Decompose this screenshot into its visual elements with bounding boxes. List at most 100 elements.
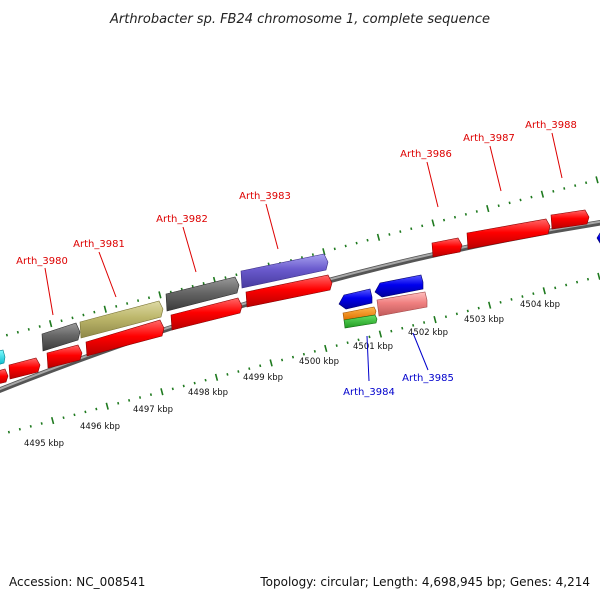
kbp-label: 4496 kbp — [80, 422, 120, 432]
ruler-tick — [423, 321, 426, 324]
gene-label-arth-3988[interactable]: Arth_3988 — [525, 120, 577, 131]
ruler-tick — [554, 286, 557, 290]
ruler-tick — [60, 319, 63, 323]
gene-arrow-red[interactable] — [431, 237, 463, 258]
gene-label-arth-3987[interactable]: Arth_3987 — [463, 133, 515, 144]
ruler-tick — [193, 381, 196, 385]
ruler-tick — [574, 184, 577, 187]
gene-arrow-red[interactable] — [245, 274, 333, 308]
ruler-tick — [103, 305, 107, 313]
kbp-label: 4501 kbp — [353, 342, 393, 352]
ruler-tick — [552, 189, 555, 193]
ruler-tick — [412, 324, 415, 327]
ruler-tick — [521, 295, 524, 298]
ruler-tick — [82, 313, 85, 317]
gene-arrow-gray[interactable] — [165, 276, 240, 312]
leader-line — [551, 132, 563, 179]
ruler-tick — [433, 316, 437, 324]
gene-label-arth-3985[interactable]: Arth_3985 — [402, 373, 454, 384]
ruler-tick — [84, 410, 87, 414]
kbp-label: 4502 kbp — [408, 328, 448, 338]
gene-arrow-red[interactable] — [170, 297, 243, 331]
ruler-tick — [453, 215, 457, 219]
ruler-tick — [324, 344, 328, 353]
ruler-tick — [73, 413, 76, 417]
ruler-tick — [333, 247, 336, 251]
gene-label-arth-3986[interactable]: Arth_3986 — [400, 149, 452, 160]
gene-arrow-pink[interactable] — [376, 291, 428, 317]
ruler-tick — [466, 309, 469, 313]
gene-arrow-blue[interactable] — [374, 274, 424, 298]
ruler-tick — [431, 219, 435, 227]
map-title: Arthrobacter sp. FB24 chromosome 1, comp… — [109, 12, 490, 27]
gene-label-arth-3982[interactable]: Arth_3982 — [156, 214, 208, 225]
ruler-tick — [464, 212, 467, 216]
ruler-tick — [237, 370, 240, 373]
ruler-tick — [191, 284, 194, 288]
gene-label-arth-3980[interactable]: Arth_3980 — [16, 256, 68, 267]
leader-line — [44, 267, 54, 316]
gene-label-arth-3983[interactable]: Arth_3983 — [239, 191, 291, 202]
gene-label-arth-3984[interactable]: Arth_3984 — [343, 387, 395, 398]
ruler-tick — [565, 283, 568, 287]
plus-strand-genes-row1 — [0, 209, 590, 385]
ruler-tick — [410, 227, 413, 231]
ruler-tick — [376, 233, 381, 241]
accession-text: Accession: NC_008541 — [9, 575, 145, 589]
ruler-tick — [421, 224, 424, 228]
kbp-labels: 4495 kbp 4496 kbp 4497 kbp 4498 kbp 4499… — [24, 300, 560, 449]
gene-arrow-green[interactable] — [343, 314, 378, 329]
gene-arrow-red[interactable] — [0, 368, 9, 385]
ruler-tick — [313, 349, 316, 353]
ruler-tick — [204, 378, 207, 382]
gene-arrow-red[interactable] — [550, 209, 590, 230]
ruler-tick — [346, 341, 349, 345]
ruler-tick — [399, 230, 402, 233]
ruler-tick — [50, 416, 55, 425]
gene-arrow-gray[interactable] — [41, 322, 81, 352]
ruler-tick — [510, 298, 513, 301]
ruler-tick — [71, 316, 74, 320]
kbp-label: 4497 kbp — [133, 405, 173, 415]
gene-arrow-blue[interactable] — [596, 232, 600, 244]
ruler-tick — [5, 333, 9, 337]
kbp-label: 4498 kbp — [188, 388, 228, 398]
ruler-tick — [532, 292, 535, 296]
ruler-tick — [117, 401, 120, 405]
gene-arrow-khaki[interactable] — [79, 300, 164, 339]
ruler-tick — [586, 277, 590, 281]
ruler-tick — [530, 195, 533, 199]
ruler-tick — [38, 325, 41, 328]
ruler-tick — [487, 301, 492, 309]
gene-arrow-red[interactable] — [8, 357, 41, 380]
ruler-tick — [302, 352, 305, 356]
gene-arrow-red[interactable] — [46, 344, 83, 369]
gene-arrow-orange[interactable] — [342, 306, 377, 321]
ruler-tick — [499, 300, 502, 304]
ruler-tick — [595, 176, 599, 184]
gene-arrow-purple[interactable] — [240, 253, 329, 289]
ruler-tick — [355, 241, 358, 245]
gene-arrow-red[interactable] — [85, 319, 165, 357]
gene-label-arth-3981[interactable]: Arth_3981 — [73, 239, 125, 250]
gene-arrow-red[interactable] — [466, 218, 551, 250]
ruler-tick — [519, 198, 522, 202]
ruler-tick — [477, 306, 480, 310]
leader-line — [426, 161, 439, 208]
ruler-tick — [455, 312, 458, 316]
ruler-tick — [214, 373, 219, 381]
ruler-tick — [335, 344, 338, 347]
minus-strand-ruler — [7, 272, 600, 434]
leader-line — [366, 335, 370, 382]
gene-arrow-cyan[interactable] — [0, 349, 6, 366]
ruler-tick — [224, 276, 227, 279]
ruler-tick — [171, 387, 174, 391]
ruler-tick — [475, 210, 478, 213]
topology-text: Topology: circular; Length: 4,698,945 bp… — [259, 575, 590, 589]
leader-line — [182, 226, 197, 273]
ruler-tick — [93, 310, 96, 314]
gene-arrow-blue[interactable] — [338, 288, 373, 310]
ruler-tick — [126, 302, 129, 305]
leader-line — [489, 145, 502, 192]
